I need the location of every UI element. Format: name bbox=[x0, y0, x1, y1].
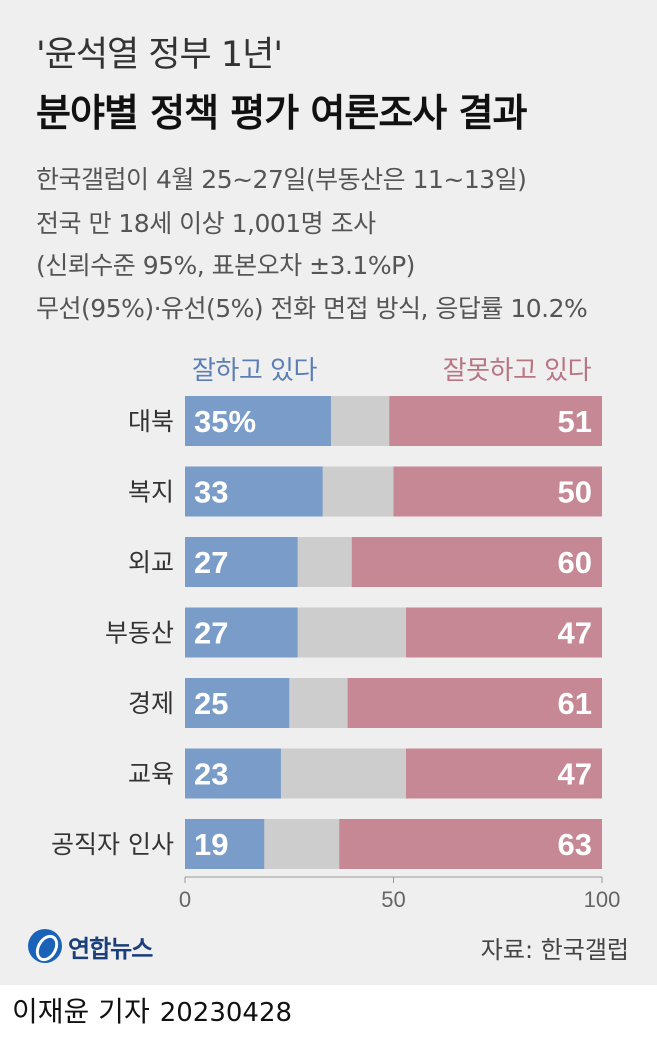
value-label-positive: 27 bbox=[194, 616, 228, 651]
value-label-positive: 35% bbox=[194, 404, 256, 439]
value-label-positive: 19 bbox=[194, 827, 228, 862]
bar-positive bbox=[185, 396, 331, 446]
value-label-negative: 61 bbox=[558, 686, 592, 721]
bar-positive bbox=[185, 537, 298, 587]
bar-negative bbox=[406, 607, 602, 658]
logo-text: 연합뉴스 bbox=[68, 934, 153, 963]
value-label-negative: 50 bbox=[558, 475, 592, 510]
bar-positive bbox=[185, 748, 281, 799]
value-label-positive: 33 bbox=[194, 475, 228, 510]
byline: 이재윤 기자 20230428 bbox=[12, 990, 292, 1030]
bar-negative bbox=[351, 537, 602, 587]
bar-positive bbox=[185, 466, 323, 517]
value-label-positive: 27 bbox=[194, 545, 228, 580]
title-line-1: '윤석열 정부 1년' bbox=[36, 35, 283, 75]
subtitle-line-4: 무선(95%)·유선(5%) 전화 면접 방식, 응답률 10.2% bbox=[36, 294, 588, 323]
yonhap-logo-icon bbox=[28, 929, 62, 963]
infographic-card: '윤석열 정부 1년' 분야별 정책 평가 여론조사 결과 한국갤럽이 4월 2… bbox=[0, 0, 657, 985]
subtitle-line-1: 한국갤럽이 4월 25~27일(부동산은 11~13일) bbox=[36, 165, 527, 194]
bar-negative bbox=[347, 678, 602, 728]
value-label-negative: 51 bbox=[558, 404, 592, 439]
value-label-positive: 25 bbox=[194, 686, 228, 721]
category-label: 교육 bbox=[128, 760, 174, 789]
x-tick-label: 50 bbox=[381, 887, 405, 912]
legend-negative: 잘못하고 있다 bbox=[442, 356, 592, 386]
bar-positive bbox=[185, 607, 298, 658]
bar-negative bbox=[389, 396, 602, 446]
stacked-bar-chart: 대북 35% 51 복지 33 50 외교 27 60 부동산 27 47 경제 25 61 교육 23 47 공직… bbox=[51, 396, 621, 912]
value-label-positive: 23 bbox=[194, 757, 228, 792]
value-label-negative: 47 bbox=[558, 616, 592, 651]
x-tick-label: 100 bbox=[584, 887, 621, 912]
category-label: 공직자 인사 bbox=[51, 830, 174, 859]
subtitle-line-2: 전국 만 18세 이상 1,001명 조사 bbox=[36, 209, 376, 238]
yonhap-logo: 연합뉴스 bbox=[28, 926, 153, 966]
category-label: 복지 bbox=[128, 478, 174, 507]
bar-negative bbox=[339, 819, 602, 869]
source-note: 자료: 한국갤럽 bbox=[480, 936, 629, 964]
publish-date: 20230428 bbox=[159, 998, 293, 1028]
bar-negative bbox=[406, 748, 602, 799]
category-label: 부동산 bbox=[105, 619, 174, 648]
x-tick-label: 0 bbox=[179, 887, 191, 912]
subtitle-line-3: (신뢰수준 95%, 표본오차 ±3.1%P) bbox=[36, 251, 415, 280]
reporter-name: 이재윤 기자 bbox=[12, 995, 150, 1028]
value-label-negative: 60 bbox=[558, 545, 592, 580]
bar-positive bbox=[185, 678, 290, 728]
category-label: 외교 bbox=[128, 548, 174, 577]
bar-negative bbox=[393, 466, 602, 517]
bar-positive bbox=[185, 819, 265, 869]
value-label-negative: 47 bbox=[558, 757, 592, 792]
legend-positive: 잘하고 있다 bbox=[192, 356, 317, 386]
value-label-negative: 63 bbox=[558, 827, 592, 862]
page-title: 분야별 정책 평가 여론조사 결과 bbox=[36, 91, 527, 135]
category-label: 대북 bbox=[128, 407, 174, 436]
category-label: 경제 bbox=[128, 689, 174, 718]
